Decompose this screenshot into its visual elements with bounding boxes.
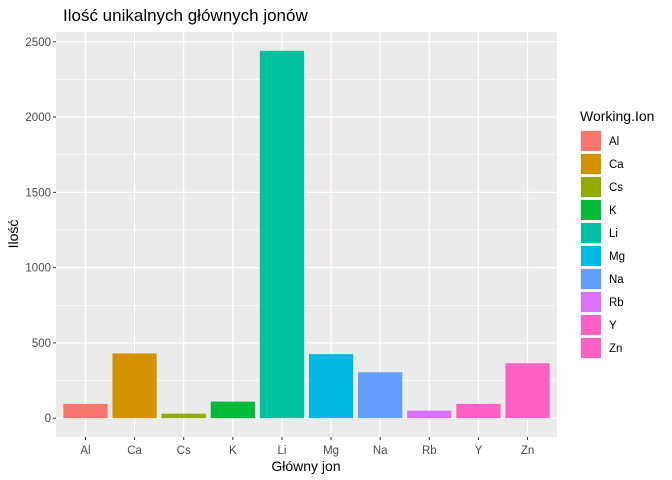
legend-label: K xyxy=(609,205,617,217)
bar-k xyxy=(210,401,255,419)
y-tick-label: 2500 xyxy=(25,37,51,49)
legend-label: Rb xyxy=(609,297,624,309)
major-gridlines xyxy=(56,32,557,437)
legend-swatch xyxy=(581,223,601,243)
legend-swatch xyxy=(581,246,601,266)
x-tick-label: Ca xyxy=(127,445,142,457)
bar-rb xyxy=(407,410,452,419)
legend-swatch xyxy=(581,315,601,335)
legend-swatch xyxy=(581,269,601,289)
y-axis-ticks: 0 500 1000 1500 2000 2500 xyxy=(25,37,56,425)
y-tick-label: 0 xyxy=(45,413,51,425)
legend-label: Ca xyxy=(609,159,624,171)
bar-na xyxy=(358,372,403,419)
x-tick-label: Mg xyxy=(323,445,339,457)
y-tick-label: 500 xyxy=(32,338,51,350)
legend-swatch xyxy=(581,177,601,197)
bar-al xyxy=(63,403,108,419)
legend-items: Al Ca Cs K Li Mg Na Rb Y Zn xyxy=(580,130,625,359)
legend-label: Y xyxy=(609,320,617,332)
bars xyxy=(63,50,550,419)
bar-ca xyxy=(112,353,157,419)
legend-label: Cs xyxy=(609,182,623,194)
x-tick-label: Zn xyxy=(521,445,534,457)
bar-zn xyxy=(505,363,550,419)
x-tick-label: Cs xyxy=(177,445,191,457)
x-tick-label: Al xyxy=(80,445,90,457)
legend-swatch xyxy=(581,338,601,358)
y-axis-title: Ilość xyxy=(5,220,21,249)
x-tick-label: Li xyxy=(277,445,286,457)
y-tick-label: 1500 xyxy=(25,187,51,199)
legend-label: Mg xyxy=(609,251,625,263)
legend-title: Working.Ion xyxy=(580,108,654,124)
legend-label: Zn xyxy=(609,343,622,355)
x-axis-ticks: Al Ca Cs K Li Mg Na Rb Y Zn xyxy=(80,437,534,457)
x-tick-label: Rb xyxy=(422,445,437,457)
y-tick-label: 2000 xyxy=(25,112,51,124)
x-axis-title: Główny jon xyxy=(271,458,340,474)
bar-li xyxy=(259,50,305,419)
legend-swatch xyxy=(581,200,601,220)
legend-swatch xyxy=(581,131,601,151)
y-tick-label: 1000 xyxy=(25,263,51,275)
x-tick-label: Na xyxy=(373,445,388,457)
legend-swatch xyxy=(581,292,601,312)
legend-swatch xyxy=(581,154,601,174)
legend-label: Na xyxy=(609,274,624,286)
bar-cs xyxy=(161,413,206,419)
legend-label: Li xyxy=(609,228,618,240)
x-tick-label: Y xyxy=(475,445,483,457)
bar-mg xyxy=(308,354,354,419)
legend-label: Al xyxy=(609,136,619,148)
chart-title: Ilość unikalnych głównych jonów xyxy=(63,6,308,25)
x-tick-label: K xyxy=(229,445,237,457)
bar-y xyxy=(456,403,501,419)
legend: Working.Ion Al Ca Cs K Li Mg Na Rb Y Zn xyxy=(580,108,654,359)
